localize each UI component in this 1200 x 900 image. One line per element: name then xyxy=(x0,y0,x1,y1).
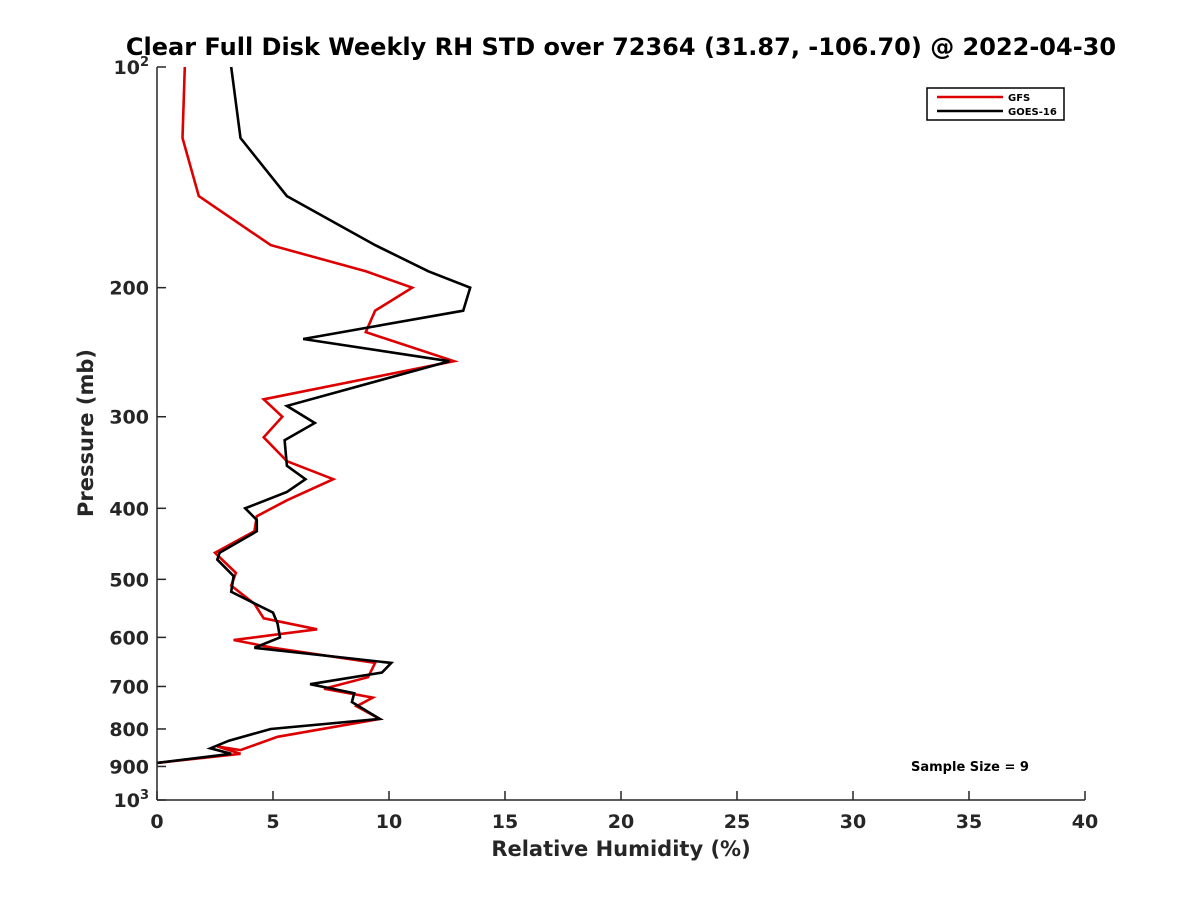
series-layer xyxy=(156,66,472,765)
y-tick-label: 800 xyxy=(109,719,149,741)
x-tick-label: 20 xyxy=(608,811,634,833)
chart-title: Clear Full Disk Weekly RH STD over 72364… xyxy=(126,33,1116,61)
y-tick-label: 900 xyxy=(109,756,149,778)
x-tick-label: 25 xyxy=(724,811,750,833)
sample-size-annotation: Sample Size = 9 xyxy=(911,760,1029,775)
y-tick-label: 700 xyxy=(109,676,149,698)
y-tick-label: 400 xyxy=(109,498,149,520)
y-axis-label: Pressure (mb) xyxy=(74,349,98,517)
y-tick-label: 500 xyxy=(109,569,149,591)
legend-label-gfs: GFS xyxy=(1008,93,1030,104)
x-tick-label: 40 xyxy=(1072,811,1098,833)
x-axis-label: Relative Humidity (%) xyxy=(491,837,750,861)
legend: GFS GOES-16 xyxy=(926,87,1065,121)
x-tick-label: 30 xyxy=(840,811,866,833)
x-tick-label: 15 xyxy=(492,811,518,833)
y-tick-label: 102 xyxy=(114,55,150,79)
series-line-goes-16 xyxy=(156,66,472,765)
y-tick-label: 600 xyxy=(109,627,149,649)
x-tick-label: 10 xyxy=(376,811,402,833)
y-tick-label: 103 xyxy=(114,788,150,812)
x-tick-label: 35 xyxy=(956,811,982,833)
y-tick-label: 300 xyxy=(109,407,149,429)
x-tick-label: 0 xyxy=(150,811,163,833)
legend-box xyxy=(926,87,1065,121)
axes-layer: 0 5 10 15 20 25 30 35 40 102 200 300 400 500 600 700 800… xyxy=(109,55,1098,833)
y-tick-label: 200 xyxy=(109,278,149,300)
legend-label-goes16: GOES-16 xyxy=(1008,107,1057,118)
x-tick-label: 5 xyxy=(266,811,279,833)
